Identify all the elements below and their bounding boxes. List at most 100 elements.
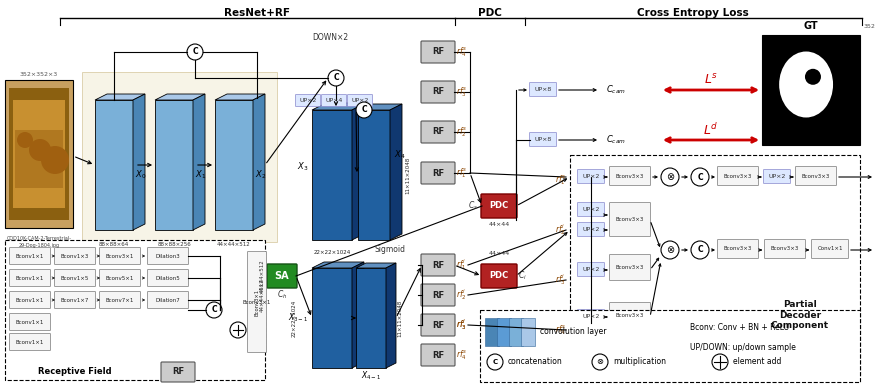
FancyBboxPatch shape — [718, 239, 759, 258]
Circle shape — [187, 44, 203, 60]
Polygon shape — [312, 110, 352, 240]
FancyBboxPatch shape — [267, 264, 297, 288]
Text: Bconv1×1: Bconv1×1 — [16, 319, 44, 324]
Text: Bconv1×1: Bconv1×1 — [16, 253, 44, 258]
FancyBboxPatch shape — [148, 270, 188, 286]
Text: 44×44×512: 44×44×512 — [260, 278, 264, 312]
FancyBboxPatch shape — [10, 248, 51, 265]
Circle shape — [29, 139, 51, 161]
Text: $rf_2^i$: $rf_2^i$ — [556, 223, 566, 237]
Text: UP×2: UP×2 — [583, 227, 599, 232]
Text: UP×4: UP×4 — [326, 98, 343, 103]
Text: $X_4$: $X_4$ — [394, 149, 405, 161]
Text: ResNet+RF: ResNet+RF — [224, 8, 290, 18]
Text: Bconv7×1: Bconv7×1 — [106, 298, 134, 303]
Text: $X_1$: $X_1$ — [195, 169, 206, 181]
FancyBboxPatch shape — [578, 203, 605, 217]
Text: $X_2$: $X_2$ — [255, 169, 266, 181]
Text: PDC: PDC — [489, 201, 508, 211]
Text: C: C — [192, 47, 198, 57]
Bar — [570, 155, 860, 375]
FancyBboxPatch shape — [100, 248, 141, 265]
FancyBboxPatch shape — [610, 203, 650, 237]
Text: 44×44: 44×44 — [488, 251, 509, 256]
Text: 352×352×3: 352×352×3 — [20, 71, 58, 76]
Text: GT: GT — [804, 21, 818, 31]
Text: RF: RF — [432, 291, 444, 300]
Text: element add: element add — [733, 357, 781, 367]
Text: Bconv1×1: Bconv1×1 — [16, 275, 44, 281]
Circle shape — [17, 132, 33, 148]
Text: RF: RF — [432, 260, 444, 270]
FancyBboxPatch shape — [10, 314, 51, 331]
Ellipse shape — [779, 52, 833, 118]
Text: $rf_1^s$: $rf_1^s$ — [555, 173, 566, 187]
Text: 88×88×256: 88×88×256 — [158, 241, 191, 246]
Text: RF: RF — [432, 88, 444, 97]
FancyBboxPatch shape — [764, 170, 790, 184]
Polygon shape — [358, 110, 390, 240]
FancyBboxPatch shape — [10, 291, 51, 308]
Text: $rf_3^i$: $rf_3^i$ — [456, 317, 467, 333]
Text: Bconv5×1: Bconv5×1 — [106, 275, 134, 281]
FancyBboxPatch shape — [148, 248, 188, 265]
Text: Receptive Field: Receptive Field — [38, 367, 112, 376]
Text: $L^d$: $L^d$ — [704, 122, 718, 138]
Text: ⊗: ⊗ — [666, 245, 674, 255]
Circle shape — [691, 241, 709, 259]
Text: Bconv: Conv + BN + ReLU: Bconv: Conv + BN + ReLU — [690, 324, 789, 333]
Text: Dilation7: Dilation7 — [156, 298, 180, 303]
Text: RF: RF — [432, 350, 444, 360]
FancyBboxPatch shape — [421, 314, 455, 336]
Polygon shape — [390, 104, 402, 240]
Text: Bconv3×3: Bconv3×3 — [616, 217, 644, 222]
Text: $C_s$: $C_s$ — [468, 200, 478, 212]
Text: Bconv1×5: Bconv1×5 — [61, 275, 89, 281]
FancyBboxPatch shape — [765, 239, 806, 258]
FancyBboxPatch shape — [54, 291, 95, 308]
FancyBboxPatch shape — [10, 270, 51, 286]
Text: multiplication: multiplication — [613, 357, 666, 367]
Text: C: C — [493, 359, 498, 365]
Bar — [762, 35, 860, 145]
Bar — [497, 318, 511, 346]
FancyBboxPatch shape — [248, 251, 267, 353]
Text: Bconv3×1: Bconv3×1 — [243, 300, 271, 305]
FancyBboxPatch shape — [10, 334, 51, 350]
Circle shape — [230, 322, 246, 338]
Text: $rf_4^s$: $rf_4^s$ — [555, 323, 566, 337]
Text: DOWN×2: DOWN×2 — [312, 33, 348, 43]
Text: $rf_2^i$: $rf_2^i$ — [456, 288, 466, 303]
Polygon shape — [215, 100, 253, 230]
Text: UP×8: UP×8 — [535, 137, 551, 142]
Text: Bconv3×1: Bconv3×1 — [106, 253, 134, 258]
Text: RF: RF — [432, 47, 444, 57]
Text: 44×44: 44×44 — [488, 222, 509, 227]
Text: RF: RF — [432, 128, 444, 137]
FancyBboxPatch shape — [421, 344, 455, 366]
Text: G: G — [774, 118, 780, 128]
Text: Bconv1×7: Bconv1×7 — [61, 298, 89, 303]
Text: C: C — [333, 73, 339, 83]
Text: C: C — [361, 106, 367, 114]
FancyBboxPatch shape — [610, 255, 650, 281]
Text: UP×2: UP×2 — [768, 174, 786, 179]
Text: UP×8: UP×8 — [535, 87, 551, 92]
Polygon shape — [352, 262, 364, 368]
Text: RF: RF — [432, 320, 444, 329]
Polygon shape — [356, 268, 386, 368]
Text: $X_{3-1}$: $X_{3-1}$ — [288, 312, 308, 324]
FancyBboxPatch shape — [421, 284, 455, 306]
FancyBboxPatch shape — [811, 239, 849, 258]
Text: $C_{cam}$: $C_{cam}$ — [606, 134, 626, 146]
Bar — [13, 100, 65, 208]
Bar — [82, 72, 277, 242]
Circle shape — [206, 302, 222, 318]
Text: Cross Entropy Loss: Cross Entropy Loss — [637, 8, 749, 18]
Polygon shape — [352, 103, 366, 240]
Text: C: C — [697, 173, 703, 182]
Text: Dilation3: Dilation3 — [156, 253, 180, 258]
FancyBboxPatch shape — [529, 83, 556, 97]
Circle shape — [691, 168, 709, 186]
Polygon shape — [193, 94, 205, 230]
